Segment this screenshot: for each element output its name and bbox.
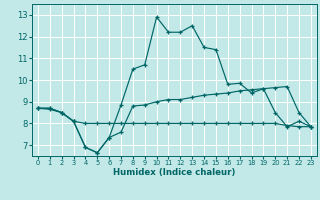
X-axis label: Humidex (Indice chaleur): Humidex (Indice chaleur) — [113, 168, 236, 177]
